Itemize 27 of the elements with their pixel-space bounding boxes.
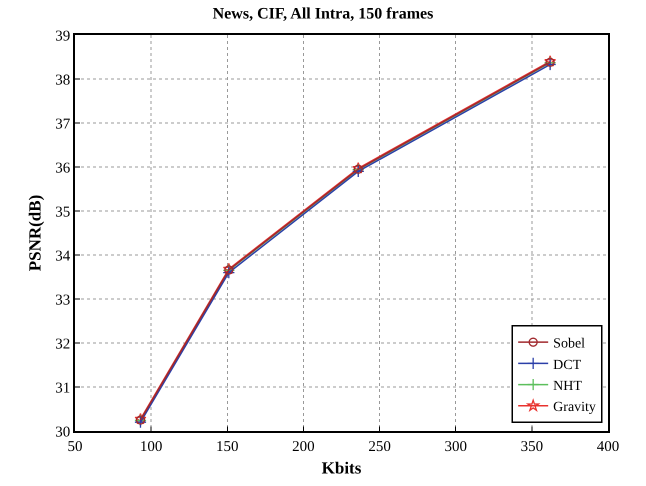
- legend-label: Sobel: [553, 336, 586, 352]
- point: [222, 262, 235, 274]
- x-tick-label: 200: [292, 438, 315, 455]
- y-tick-label: 32: [55, 336, 70, 352]
- y-tick-label: 34: [55, 248, 71, 264]
- legend-label: Gravity: [553, 400, 596, 416]
- x-tick-label: 400: [596, 438, 620, 455]
- point: [134, 412, 146, 424]
- x-tick-label: 300: [444, 438, 467, 455]
- legend-label: NHT: [553, 379, 582, 394]
- legend-label: DCT: [553, 358, 582, 373]
- y-tick-label: 36: [55, 160, 71, 176]
- x-tick-label: 250: [368, 438, 391, 455]
- x-tick-label: 350: [520, 438, 544, 455]
- chart-title: News, CIF, All Intra, 150 frames: [212, 5, 434, 22]
- y-tick-label: 35: [55, 204, 70, 220]
- x-axis-title: Kbits: [322, 458, 362, 478]
- y-axis-title: PSNR(dB): [25, 194, 44, 272]
- y-tick-label: 39: [55, 28, 70, 44]
- y-tick-label: 30: [55, 424, 70, 440]
- y-tick-label: 37: [55, 116, 71, 132]
- y-tick-label: 33: [55, 292, 70, 308]
- y-tick-label: 38: [55, 72, 70, 88]
- x-tick-label: 50: [68, 438, 82, 455]
- y-tick-label: 31: [55, 380, 70, 396]
- x-tick-label: 150: [216, 438, 239, 455]
- x-tick-label: 100: [140, 438, 162, 455]
